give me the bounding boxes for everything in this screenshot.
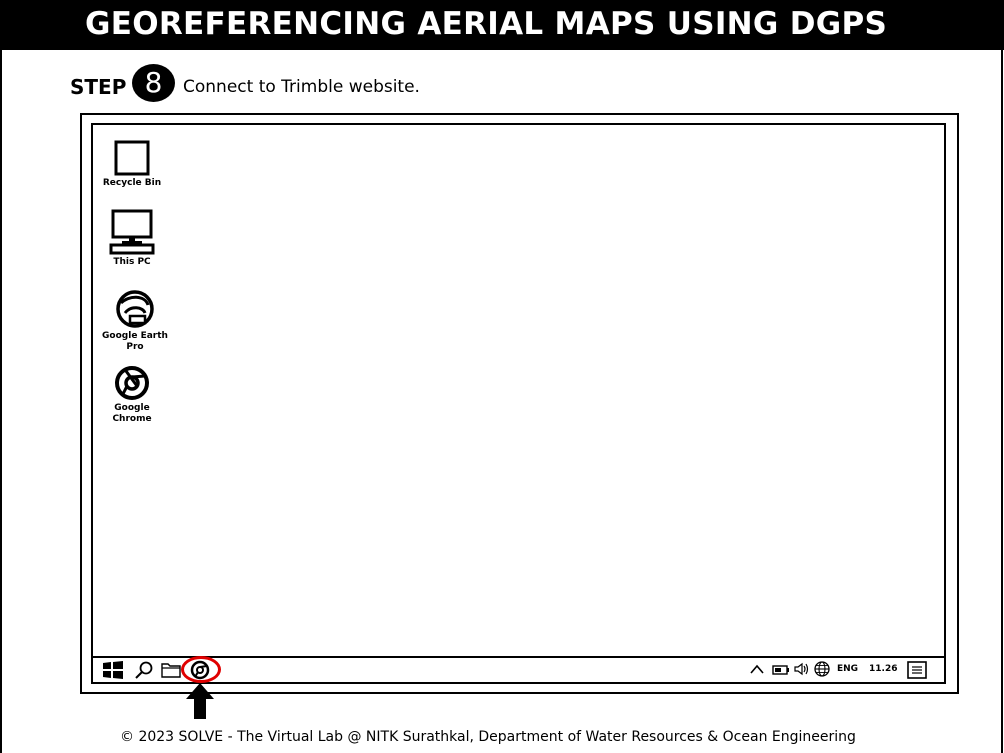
page-border-left <box>0 50 2 753</box>
globe-icon[interactable] <box>814 661 830 685</box>
desktop-icon-label: This PC <box>113 257 151 267</box>
desktop-icon-label: Google Earth <box>102 331 168 341</box>
volume-icon[interactable] <box>794 662 810 686</box>
arrow-up-icon <box>183 683 217 719</box>
footer-copyright: © 2023 SOLVE - The Virtual Lab @ NITK Su… <box>120 729 856 745</box>
chrome-icon <box>92 365 172 401</box>
desktop-icon-recycle-bin[interactable]: Recycle Bin <box>92 140 172 189</box>
chevron-up-icon[interactable] <box>750 663 764 687</box>
step-number-badge: 8 <box>132 64 175 102</box>
desktop-icon-label: Recycle Bin <box>102 178 162 188</box>
title-bar: GEOREFERENCING AERIAL MAPS USING DGPS <box>0 0 1004 50</box>
language-indicator[interactable]: ENG <box>837 664 859 674</box>
step-label: STEP <box>70 75 127 99</box>
desktop-icon-label: Pro <box>126 342 144 352</box>
page-title: GEOREFERENCING AERIAL MAPS USING DGPS <box>85 6 888 42</box>
page-border-right <box>1001 50 1003 753</box>
taskbar: ENG 11.26 <box>93 656 944 682</box>
desktop-icon-google-chrome[interactable]: Google Chrome <box>92 365 172 425</box>
folder-icon[interactable] <box>161 662 181 686</box>
desktop-screen <box>91 123 946 684</box>
step-description: Connect to Trimble website. <box>183 77 420 97</box>
google-earth-icon <box>95 289 175 329</box>
computer-icon <box>92 209 172 255</box>
search-icon[interactable] <box>135 661 153 685</box>
chrome-highlight-circle <box>181 656 221 683</box>
windows-start-icon[interactable] <box>103 661 123 685</box>
recycle-bin-icon <box>92 140 172 176</box>
battery-icon[interactable] <box>772 665 790 689</box>
notification-icon[interactable] <box>907 661 927 685</box>
clock-time[interactable]: 11.26 <box>869 664 898 674</box>
desktop-icon-this-pc[interactable]: This PC <box>92 209 172 268</box>
desktop-icon-label: Chrome <box>112 414 152 424</box>
desktop-icon-google-earth-pro[interactable]: Google Earth Pro <box>95 289 175 353</box>
desktop-icon-label: Google <box>114 403 150 413</box>
